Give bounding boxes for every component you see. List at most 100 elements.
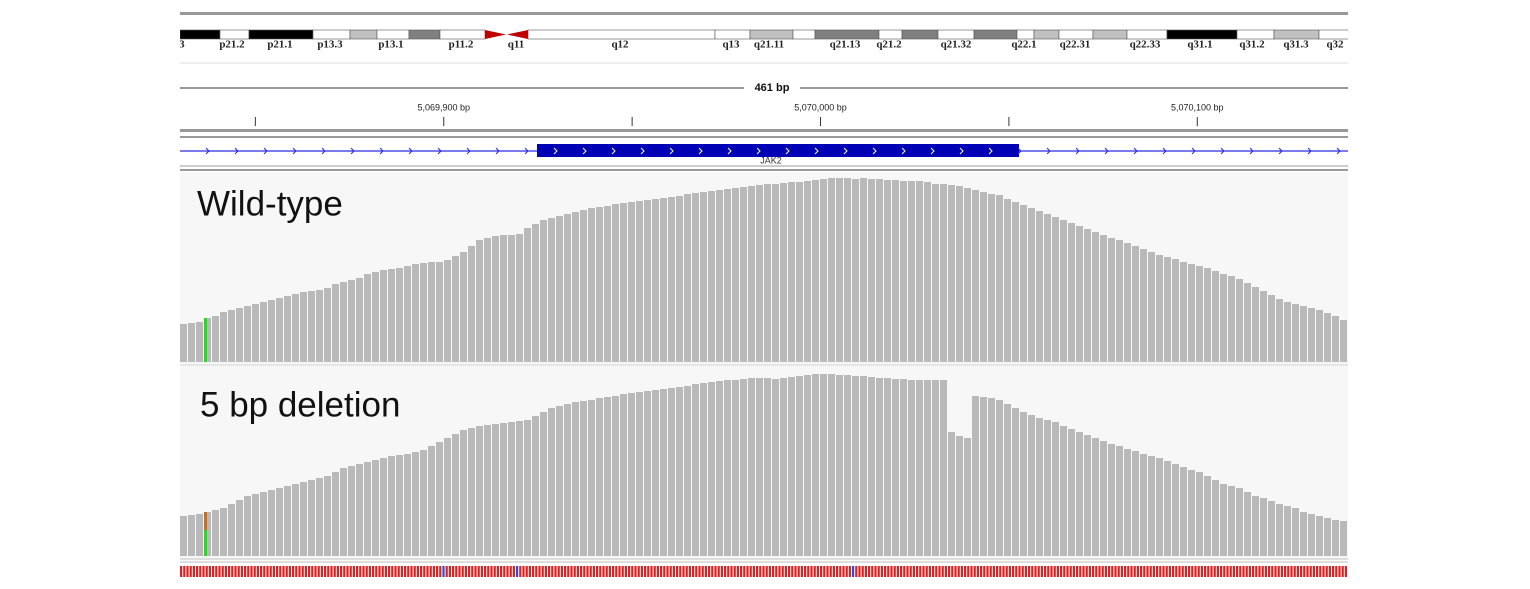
base (743, 566, 746, 577)
strand-arrow (814, 147, 819, 155)
coverage-bar (204, 512, 211, 556)
coverage-bar (476, 426, 483, 556)
base (592, 566, 595, 577)
base (900, 566, 903, 577)
strand-arrow (495, 147, 500, 155)
coverage-bar (1100, 441, 1107, 556)
coverage-bar (1228, 276, 1235, 362)
coverage-bar (596, 207, 603, 362)
coverage-bar (356, 278, 363, 362)
base (356, 566, 359, 577)
base (864, 566, 867, 577)
coverage-bar (1260, 498, 1267, 556)
coverage-bar (916, 380, 923, 556)
base (1050, 566, 1053, 577)
base (976, 566, 979, 577)
coverage-bar (1132, 451, 1139, 556)
base (212, 566, 215, 577)
coverage-bar (1196, 472, 1203, 556)
base (327, 566, 330, 577)
coverage-bar (1140, 454, 1147, 556)
coverage-bar (532, 224, 539, 362)
base (432, 566, 435, 577)
coverage-bar (948, 432, 955, 556)
base (439, 566, 442, 577)
strand-arrow (292, 147, 297, 155)
base (557, 566, 560, 577)
base (413, 566, 416, 577)
coverage-bar (484, 238, 491, 362)
base (791, 566, 794, 577)
coverage-bar (924, 380, 931, 556)
coverage-bar (412, 264, 419, 362)
coverage-bar (716, 381, 723, 556)
coverage-bar (364, 274, 371, 362)
band-label: q22.1 (1011, 39, 1036, 51)
coverage-bar (1220, 484, 1227, 556)
base (221, 566, 224, 577)
coverage-bar (972, 396, 979, 556)
coverage-bar (1132, 246, 1139, 362)
strand-arrow (872, 147, 877, 155)
base (240, 566, 243, 577)
coverage-bar (1076, 432, 1083, 556)
coverage-bar (548, 408, 555, 556)
base (519, 566, 522, 577)
strand-arrow (1336, 147, 1341, 155)
base (394, 566, 397, 577)
base (1076, 566, 1079, 577)
coverage-bar (548, 218, 555, 362)
base (532, 566, 535, 577)
coverage-bar (620, 394, 627, 556)
coverage-bar (228, 310, 235, 362)
base (391, 566, 394, 577)
base (362, 566, 365, 577)
base (996, 566, 999, 577)
base (1140, 566, 1143, 577)
coverage-bar (1044, 420, 1051, 556)
base (653, 566, 656, 577)
base (874, 566, 877, 577)
coverage-bar (300, 292, 307, 362)
base (343, 566, 346, 577)
coverage-bar (204, 318, 211, 362)
base (992, 566, 995, 577)
base (541, 566, 544, 577)
base (509, 566, 512, 577)
base (692, 566, 695, 577)
base (647, 566, 650, 577)
base (359, 566, 362, 577)
coverage-bar (516, 234, 523, 362)
coverage-bar (292, 294, 299, 362)
base (266, 566, 269, 577)
base (583, 566, 586, 577)
band-label: p21.3 (159, 39, 185, 51)
coverage-bar (1244, 283, 1251, 362)
coverage-bar (1252, 496, 1259, 556)
base (704, 566, 707, 577)
coverage-bar (956, 436, 963, 556)
coverage-bar (764, 378, 771, 556)
coverage-bar (988, 398, 995, 556)
base (276, 566, 279, 577)
base (717, 566, 720, 577)
base (183, 566, 186, 577)
base (346, 566, 349, 577)
coverage-bar (1332, 520, 1339, 556)
strand-arrow (669, 147, 674, 155)
base (1232, 566, 1235, 577)
coverage-bar (260, 492, 267, 556)
coverage-bar (1300, 306, 1307, 362)
base (308, 566, 311, 577)
coverage-bar (1220, 274, 1227, 362)
coverage-bar (780, 378, 787, 556)
coverage-bar (900, 379, 907, 556)
base (445, 566, 448, 577)
coverage-bar (356, 464, 363, 556)
coverage-bar (396, 455, 403, 556)
coverage-bar (444, 438, 451, 556)
strand-arrow (640, 147, 645, 155)
coverage-bar (628, 202, 635, 362)
base (903, 566, 906, 577)
coverage-bar (772, 379, 779, 556)
